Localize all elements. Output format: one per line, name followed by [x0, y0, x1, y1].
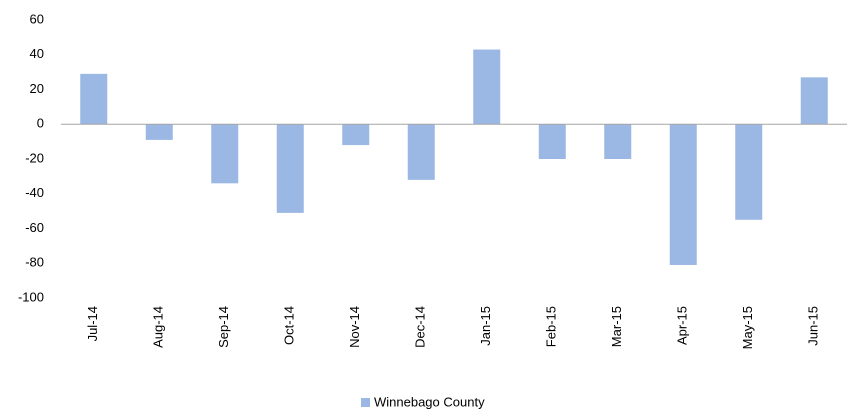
x-tick-label: Apr-15	[675, 306, 690, 345]
bar	[800, 77, 828, 125]
x-tick-label: Nov-14	[347, 306, 362, 348]
bar	[407, 124, 435, 180]
x-tick-label: Sep-14	[216, 306, 231, 348]
x-tick-label: May-15	[740, 306, 755, 349]
x-tick-label: Oct-14	[282, 306, 297, 345]
bar	[211, 124, 239, 184]
bar	[604, 124, 632, 159]
bar	[473, 49, 501, 125]
legend-swatch	[361, 398, 370, 407]
bar	[276, 124, 304, 213]
y-tick-label: 60	[30, 11, 44, 26]
bar	[538, 124, 566, 159]
x-tick-label: Jul-14	[85, 306, 100, 341]
y-tick-label: 40	[30, 46, 44, 61]
x-tick-label: Mar-15	[609, 306, 624, 347]
x-tick-label: Aug-14	[151, 306, 166, 348]
x-tick-label: Jan-15	[478, 306, 493, 346]
y-tick-label: -60	[25, 220, 44, 235]
x-tick-label: Jun-15	[806, 306, 821, 346]
legend-label: Winnebago County	[374, 394, 485, 409]
y-tick-label: 20	[30, 81, 44, 96]
x-tick-label: Dec-14	[413, 306, 428, 348]
bar	[342, 124, 370, 146]
bar	[735, 124, 763, 220]
y-tick-label: 0	[37, 116, 44, 131]
y-tick-label: -100	[18, 289, 44, 304]
x-tick-label: Feb-15	[544, 306, 559, 347]
y-tick-label: -20	[25, 150, 44, 165]
y-tick-label: -80	[25, 255, 44, 270]
bar	[669, 124, 697, 265]
bar	[80, 73, 108, 125]
bar	[145, 124, 173, 140]
y-tick-label: -40	[25, 185, 44, 200]
